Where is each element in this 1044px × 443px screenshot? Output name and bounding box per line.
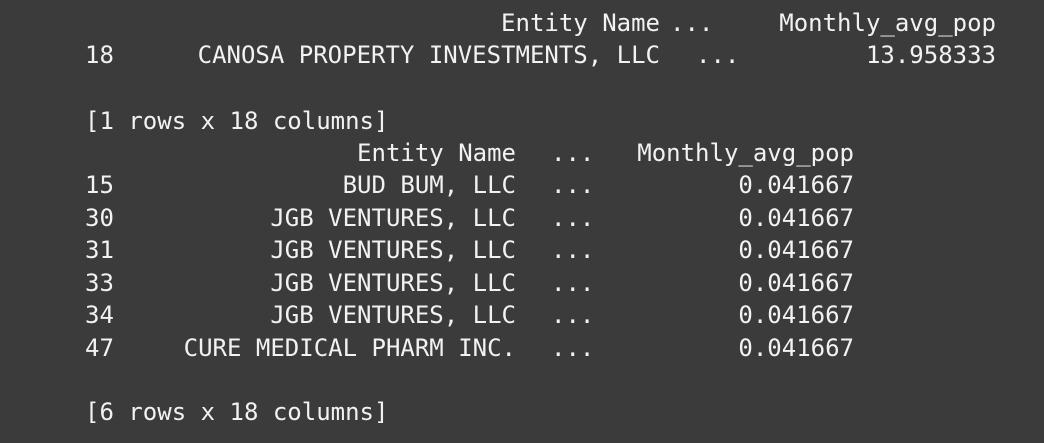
table-row: 15 BUD BUM, LLC ... 0.041667 <box>0 169 1044 202</box>
monthly-avg-pop-cell: 0.041667 <box>738 236 854 264</box>
dataframe-header: Entity Name ... Monthly_avg_pop <box>0 7 1044 40</box>
row-index: 31 <box>85 236 114 264</box>
summary-text: [1 rows x 18 columns] <box>85 107 389 135</box>
summary-text: [6 rows x 18 columns] <box>85 398 389 426</box>
entity-name-cell: CURE MEDICAL PHARM INC. <box>183 334 516 362</box>
row-index: 33 <box>85 269 114 297</box>
table-row: 30 JGB VENTURES, LLC ... 0.041667 <box>0 202 1044 235</box>
row-index: 18 <box>85 41 114 69</box>
entity-name-cell: BUD BUM, LLC <box>342 171 516 199</box>
table-row: 34 JGB VENTURES, LLC ... 0.041667 <box>0 299 1044 332</box>
ellipsis-cell: ... <box>551 334 595 362</box>
column-header-ellipsis: ... <box>670 9 714 37</box>
row-index: 15 <box>85 171 114 199</box>
table-row: 31 JGB VENTURES, LLC ... 0.041667 <box>0 234 1044 267</box>
column-header-monthly-avg-pop: Monthly_avg_pop <box>637 139 854 167</box>
monthly-avg-pop-cell: 0.041667 <box>738 204 854 232</box>
ellipsis-cell: ... <box>551 236 595 264</box>
ellipsis-cell: ... <box>551 269 595 297</box>
column-header-entity-name: Entity Name <box>501 9 660 37</box>
entity-name-cell: CANOSA PROPERTY INVESTMENTS, LLC <box>197 41 660 69</box>
ellipsis-cell: ... <box>696 41 740 69</box>
table-row: 18 CANOSA PROPERTY INVESTMENTS, LLC ... … <box>0 39 1044 72</box>
dataframe-summary: [6 rows x 18 columns] <box>0 396 1044 429</box>
column-header-monthly-avg-pop: Monthly_avg_pop <box>779 9 996 37</box>
monthly-avg-pop-cell: 0.041667 <box>738 334 854 362</box>
column-header-ellipsis: ... <box>551 139 595 167</box>
entity-name-cell: JGB VENTURES, LLC <box>270 204 516 232</box>
monthly-avg-pop-cell: 0.041667 <box>738 301 854 329</box>
row-index: 34 <box>85 301 114 329</box>
monthly-avg-pop-cell: 0.041667 <box>738 171 854 199</box>
ellipsis-cell: ... <box>551 171 595 199</box>
dataframe-summary: [1 rows x 18 columns] <box>0 105 1044 138</box>
row-index: 30 <box>85 204 114 232</box>
ellipsis-cell: ... <box>551 204 595 232</box>
column-header-entity-name: Entity Name <box>357 139 516 167</box>
entity-name-cell: JGB VENTURES, LLC <box>270 301 516 329</box>
dataframe-header: Entity Name ... Monthly_avg_pop <box>0 137 1044 170</box>
entity-name-cell: JGB VENTURES, LLC <box>270 236 516 264</box>
table-row: 47 CURE MEDICAL PHARM INC. ... 0.041667 <box>0 332 1044 365</box>
monthly-avg-pop-cell: 0.041667 <box>738 269 854 297</box>
ellipsis-cell: ... <box>551 301 595 329</box>
table-row: 33 JGB VENTURES, LLC ... 0.041667 <box>0 267 1044 300</box>
entity-name-cell: JGB VENTURES, LLC <box>270 269 516 297</box>
row-index: 47 <box>85 334 114 362</box>
monthly-avg-pop-cell: 13.958333 <box>865 41 996 69</box>
